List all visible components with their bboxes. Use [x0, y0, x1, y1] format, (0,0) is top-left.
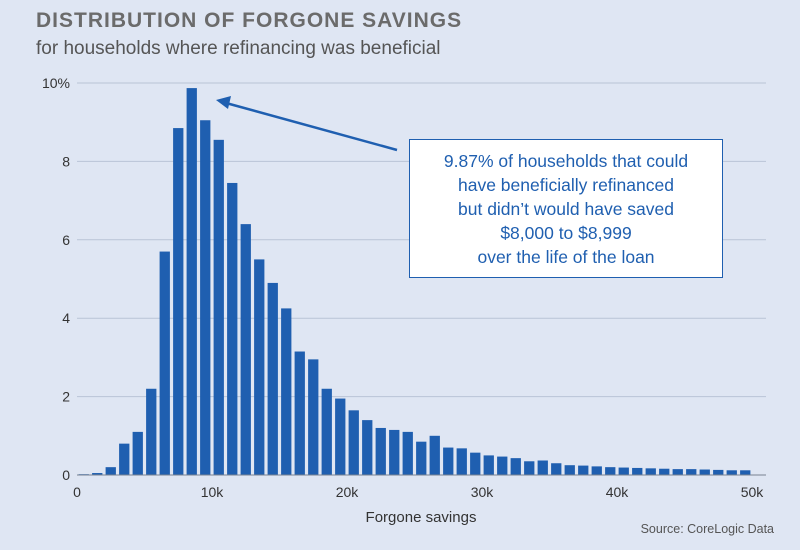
histogram-bar — [740, 470, 751, 475]
x-tick-label: 40k — [606, 484, 630, 500]
histogram-bar — [294, 351, 305, 475]
bars — [78, 88, 751, 476]
histogram-bar — [159, 251, 170, 475]
source-note: Source: CoreLogic Data — [640, 522, 774, 536]
histogram-bar — [443, 447, 454, 475]
annotation-arrow — [216, 96, 398, 152]
y-tick-label: 6 — [62, 232, 70, 248]
histogram-bar — [578, 465, 589, 475]
histogram-bar — [92, 473, 103, 475]
histogram-bar — [672, 469, 683, 475]
histogram-bar — [564, 465, 575, 475]
annotation-line: over the life of the loan — [477, 246, 655, 267]
histogram-bar — [119, 443, 130, 475]
histogram-bar — [713, 469, 724, 475]
histogram-bar — [213, 139, 224, 475]
histogram-bar — [605, 467, 616, 475]
histogram-bar — [429, 435, 440, 475]
x-tick-label: 20k — [336, 484, 360, 500]
histogram-bar — [686, 469, 697, 475]
annotation-arrowhead — [216, 96, 231, 109]
histogram-bar — [699, 469, 710, 475]
histogram-bar — [348, 410, 359, 475]
histogram-bar — [618, 467, 629, 475]
histogram-bar — [416, 441, 427, 475]
y-tick-label: 2 — [62, 389, 70, 405]
x-tick-labels: 0 10k 20k 30k 40k 50k — [73, 484, 764, 500]
y-tick-label: 4 — [62, 310, 70, 326]
histogram-bar — [456, 448, 467, 475]
annotation-line: 9.87% of households that could — [443, 150, 689, 171]
annotation-box: 9.87% of households that could have bene… — [409, 139, 723, 278]
histogram-bar — [254, 259, 265, 475]
histogram-bar — [308, 359, 319, 475]
histogram-bar — [551, 463, 562, 475]
histogram-bar — [470, 452, 481, 475]
histogram-bar — [389, 429, 400, 475]
histogram-bar — [537, 460, 548, 475]
annotation-line: but didn’t would have saved — [458, 198, 674, 219]
chart-title: DISTRIBUTION OF FORGONE SAVINGS — [36, 9, 463, 32]
histogram-bar — [591, 466, 602, 475]
histogram-bar — [632, 467, 643, 475]
annotation-arrow-line — [225, 101, 398, 152]
histogram-bar — [335, 398, 346, 475]
histogram-bar — [483, 455, 494, 475]
histogram-bar — [281, 308, 292, 475]
histogram-bar — [726, 470, 737, 475]
histogram-bar — [227, 182, 238, 475]
histogram-bar — [497, 456, 508, 475]
y-tick-label: 10% — [42, 75, 70, 91]
histogram-bar — [362, 420, 373, 475]
annotation-line: $8,000 to $8,999 — [500, 222, 632, 243]
histogram-bar — [645, 468, 656, 475]
histogram-bar — [402, 431, 413, 475]
histogram-bar — [173, 128, 184, 475]
histogram-bar — [321, 388, 332, 475]
histogram-bar — [146, 388, 157, 475]
histogram-bar — [186, 88, 197, 475]
histogram-bar — [510, 458, 521, 475]
histogram-bar — [659, 468, 670, 475]
x-tick-label: 30k — [471, 484, 495, 500]
x-tick-label: 50k — [741, 484, 765, 500]
histogram-bar — [240, 224, 251, 475]
chart-subtitle: for households where refinancing was ben… — [36, 38, 441, 59]
y-tick-labels: 0 2 4 6 8 10% — [42, 75, 70, 483]
histogram-bar — [375, 427, 386, 475]
x-tick-label: 10k — [201, 484, 225, 500]
y-tick-label: 0 — [62, 467, 70, 483]
histogram-bar — [132, 431, 143, 475]
x-tick-label: 0 — [73, 484, 81, 500]
histogram-bar — [524, 461, 535, 475]
histogram-bar — [105, 467, 116, 475]
histogram-bar — [200, 120, 211, 476]
y-tick-label: 8 — [62, 153, 70, 169]
annotation-line: have beneficially refinanced — [458, 174, 674, 195]
annotation-text: 9.87% of households that could have bene… — [444, 149, 688, 269]
x-axis-title: Forgone savings — [366, 509, 477, 526]
histogram-bar — [267, 282, 278, 475]
